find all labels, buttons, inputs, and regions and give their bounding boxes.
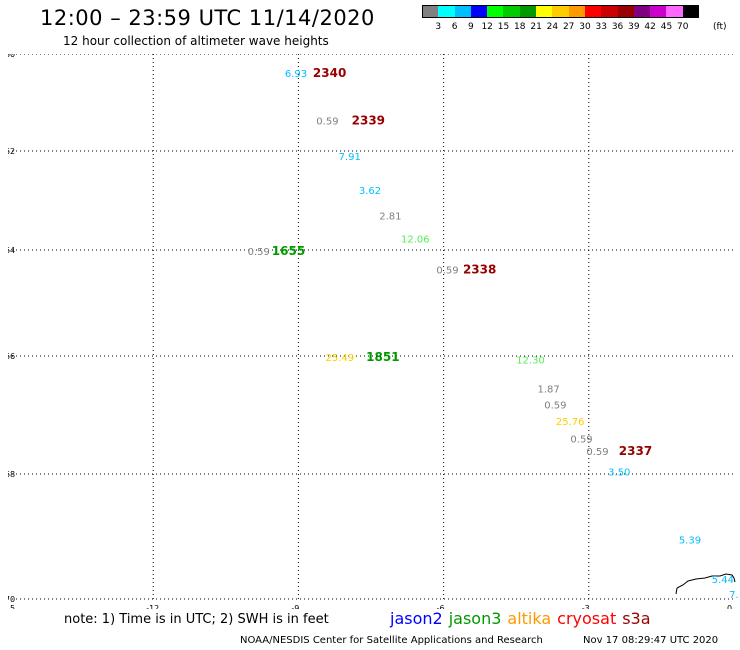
pass-number: 2340: [313, 66, 346, 80]
pass-number: 1655: [272, 244, 305, 258]
graticule: [8, 54, 734, 600]
color-scale-swatch: 6: [438, 5, 457, 32]
color-scale-label: 42: [644, 22, 656, 32]
color-scale-label: 45: [660, 22, 673, 32]
wave-height-value: 25.49: [326, 353, 355, 364]
wave-height-value: 1.87: [537, 384, 559, 395]
color-scale-label: 18: [514, 22, 526, 32]
color-scale-label: 33: [595, 22, 607, 32]
pass-number: 2339: [352, 113, 385, 127]
map-title: 12:00 – 23:59 UTC 11/14/2020: [40, 6, 375, 30]
legend-jason3: jason3: [448, 609, 502, 628]
latitude-tick-label: -70: [8, 595, 15, 604]
color-scale-swatch: 39: [617, 5, 640, 32]
color-scale-swatch: 3: [422, 5, 441, 32]
map-subtitle: 12 hour collection of altimeter wave hei…: [63, 34, 329, 48]
wave-height-value: 12.06: [401, 235, 430, 246]
wave-height-map: -60 -62 -64 -66 -68 -70 -15 -12 -9 -6 -3 0 6.93 0.5…: [8, 54, 738, 609]
wave-height-value: 7.3: [729, 590, 738, 601]
color-scale-label: 12: [481, 22, 493, 32]
color-scale-swatch: 18: [503, 5, 526, 32]
wave-height-value: 25.76: [556, 417, 585, 428]
satellite-legend: jason2 jason3 altika cryosat s3a: [390, 609, 657, 628]
wave-height-value: 0.59: [586, 447, 608, 458]
color-scale-label: 36: [611, 22, 624, 32]
footnote: note: 1) Time is in UTC; 2) SWH is in fe…: [64, 612, 329, 627]
wave-height-value: 5.44: [712, 575, 734, 586]
pass-number: 1851: [366, 350, 399, 364]
color-scale-swatch: 42: [633, 5, 656, 32]
color-scale-bar: 3 6 9 12 15 18 21 24 27 30 33 36 39 42 45 70: [422, 5, 700, 32]
longitude-labels: -15 -12 -9 -6 -3 0: [8, 604, 732, 609]
color-scale-label: 6: [451, 22, 458, 32]
color-scale-units: (ft): [713, 22, 727, 32]
color-scale-label: 39: [628, 22, 640, 32]
wave-height-value: 0.59: [544, 400, 566, 411]
latitude-tick-label: -68: [8, 470, 15, 479]
longitude-tick-label: -6: [437, 604, 445, 609]
color-scale-swatch: 15: [487, 5, 509, 32]
color-scale-swatch: 21: [519, 5, 542, 32]
legend-jason2: jason2: [390, 609, 443, 628]
color-scale-label: 27: [562, 22, 575, 32]
color-scale-swatch: 33: [584, 5, 607, 32]
color-scale-label: 30: [579, 22, 591, 32]
color-scale-swatch: 30: [568, 5, 591, 32]
legend-s3a: s3a: [622, 609, 651, 628]
wave-height-value: 7.91: [339, 152, 361, 163]
wave-height-value: 0.59: [316, 116, 338, 127]
wave-height-value: 3.50: [608, 468, 630, 479]
color-scale-swatch: 27: [552, 5, 574, 32]
latitude-labels: -60 -62 -64 -66 -68 -70: [8, 54, 15, 604]
wave-height-value: 5.39: [679, 536, 701, 547]
pass-labels: 2340 2339 1655 2338 1851 2337: [272, 66, 652, 458]
color-scale-label: 21: [530, 22, 542, 32]
pass-number: 2337: [619, 444, 652, 458]
longitude-tick-label: 0: [727, 604, 732, 609]
color-scale-label: 9: [468, 22, 474, 32]
color-scale-swatch: [682, 5, 700, 18]
generated-timestamp: Nov 17 08:29:47 UTC 2020: [583, 635, 719, 646]
color-scale-label: 70: [677, 22, 689, 32]
coastline: [675, 573, 736, 595]
pass-number: 2338: [463, 263, 496, 277]
longitude-tick-label: -12: [146, 604, 159, 609]
wave-height-value: 2.81: [379, 211, 401, 222]
credit-text: NOAA/NESDIS Center for Satellite Applica…: [240, 635, 543, 646]
color-scale-swatch: 70: [666, 5, 688, 32]
latitude-tick-label: -66: [8, 352, 15, 361]
wave-height-value: 12.30: [516, 356, 545, 367]
wave-height-value: 0.59: [570, 435, 592, 446]
color-scale-label: 3: [435, 22, 442, 32]
wave-height-value: 0.59: [436, 266, 458, 277]
wave-height-value: 3.62: [359, 186, 381, 197]
legend-altika: altika: [507, 609, 552, 628]
longitude-tick-label: -3: [582, 604, 590, 609]
color-scale-swatch: 9: [454, 5, 474, 32]
color-scale-label: 15: [497, 22, 510, 32]
color-scale-swatch: 24: [536, 5, 558, 32]
latitude-tick-label: -60: [8, 54, 15, 59]
color-scale-swatch: 36: [601, 5, 623, 32]
longitude-tick-label: -15: [8, 604, 15, 609]
legend-cryosat: cryosat: [557, 609, 617, 628]
color-scale-swatch: 45: [650, 5, 672, 32]
wave-height-value: 0.59: [248, 247, 270, 258]
wave-height-value: 6.93: [285, 69, 307, 80]
color-scale-swatch: 12: [470, 5, 493, 32]
color-scale-label: 24: [546, 22, 559, 32]
latitude-tick-label: -64: [8, 246, 15, 255]
latitude-tick-label: -62: [8, 147, 15, 156]
longitude-tick-label: -9: [291, 604, 299, 609]
